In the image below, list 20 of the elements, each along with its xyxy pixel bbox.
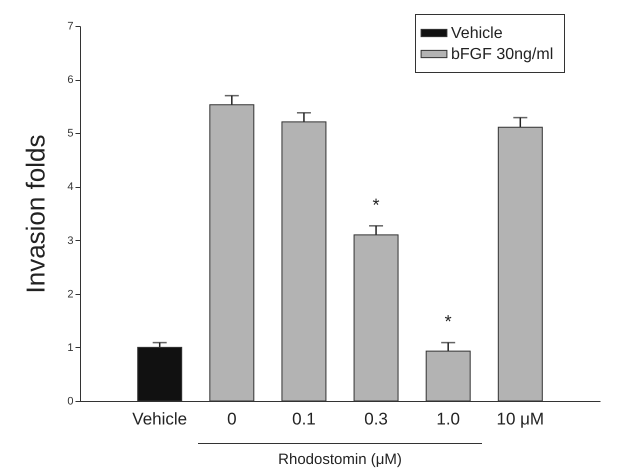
x-tick-label: 0.1 bbox=[292, 410, 316, 428]
y-tick-label: 7 bbox=[67, 20, 74, 32]
y-axis-title: Invasion folds bbox=[20, 134, 50, 294]
y-tick-label: 1 bbox=[67, 342, 74, 354]
x-tick-label: 1.0 bbox=[436, 410, 460, 428]
text: Rhodostomin (μM) bbox=[278, 451, 402, 468]
annotation: * bbox=[444, 312, 452, 332]
y-tick-label: 3 bbox=[67, 234, 74, 247]
y-tick-label: 0 bbox=[67, 396, 74, 408]
y-tick-label: 4 bbox=[67, 181, 74, 194]
x-tick-label: Vehicle bbox=[132, 410, 188, 428]
x-tick-label: 0.3 bbox=[364, 410, 388, 428]
legend-label: Vehicle bbox=[451, 25, 503, 42]
legend-label: bFGF 30ng/ml bbox=[451, 46, 554, 63]
y-tick-label: 6 bbox=[67, 74, 74, 86]
x-tick-label: 0 bbox=[227, 410, 237, 428]
annotation: * bbox=[372, 194, 380, 215]
y-tick-label: 5 bbox=[67, 128, 74, 140]
y-tick-label: 2 bbox=[67, 288, 74, 300]
x-tick-label: 10 μM bbox=[496, 410, 544, 428]
